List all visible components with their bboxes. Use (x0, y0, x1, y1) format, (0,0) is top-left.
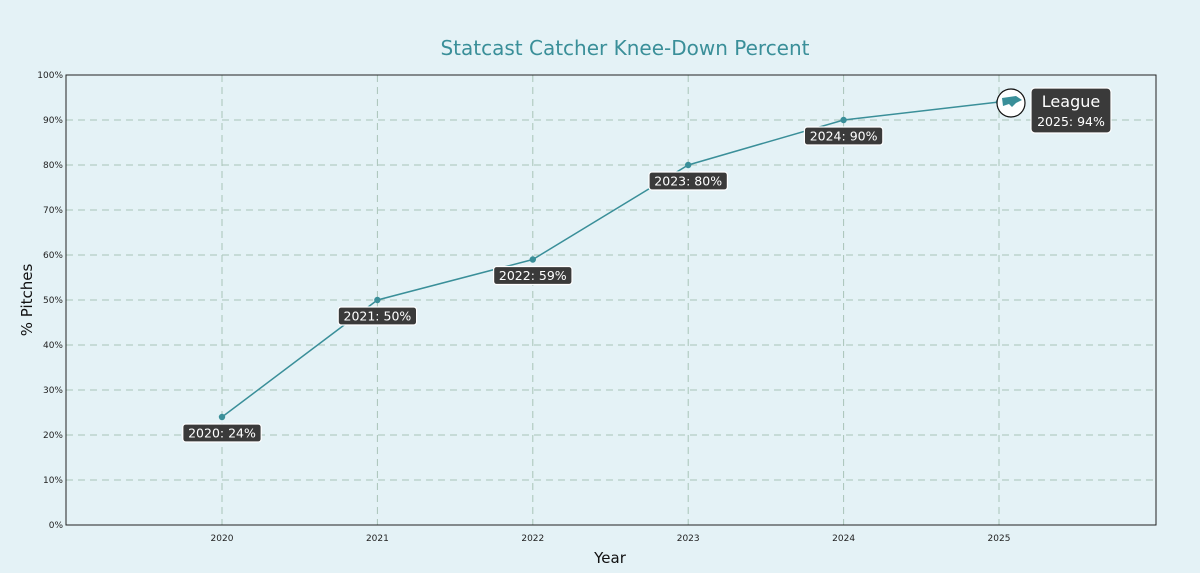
y-tick-label: 90% (43, 116, 63, 126)
grid (66, 75, 1156, 525)
x-axis-title: Year (593, 549, 627, 567)
data-point[interactable] (218, 413, 226, 421)
y-tick-label: 50% (43, 296, 63, 306)
y-tick-label: 100% (37, 71, 63, 81)
data-label-box (493, 265, 573, 286)
y-axis-title: % Pitches (18, 264, 36, 337)
data-label: 2021: 50% (344, 309, 412, 324)
series-line (221, 101, 1000, 418)
data-label-box (337, 306, 418, 326)
data-label: 2025: 94% (1037, 114, 1105, 129)
y-tick-label: 80% (43, 161, 63, 171)
data-point[interactable] (685, 161, 692, 169)
data-point[interactable] (529, 256, 536, 263)
data-point[interactable] (840, 116, 847, 124)
y-tick-label: 20% (43, 431, 63, 441)
data-label-box (648, 171, 729, 191)
plot-area (65, 74, 1157, 526)
y-axis-ticks: 0% 10% 20% 30% 40% 50% 60% 70% 80% 90% 100% (37, 71, 63, 531)
x-tick-label: 2025 (988, 534, 1011, 544)
data-label: 2023: 80% (654, 174, 722, 189)
data-labels: 2020: 24% 2021: 50% 2022: 59% 2023: 80% 2024… (182, 126, 884, 443)
data-label: 2020: 24% (188, 426, 256, 441)
data-label-box (803, 126, 884, 146)
data-label-box (182, 423, 262, 443)
series-league (218, 98, 1003, 421)
x-tick-label: 2020 (211, 534, 234, 544)
y-tick-label: 60% (43, 251, 63, 261)
series-end-label: League 2025: 94% (996, 87, 1112, 134)
x-tick-label: 2021 (366, 534, 389, 544)
series-logo-shape (1002, 96, 1022, 107)
y-tick-label: 70% (43, 206, 63, 216)
data-label: 2024: 90% (810, 129, 878, 144)
y-tick-label: 30% (43, 386, 63, 396)
y-tick-label: 0% (49, 521, 64, 531)
x-tick-label: 2023 (677, 534, 700, 544)
x-axis-ticks: 2020 2021 2022 2023 2024 2025 (211, 534, 1011, 544)
x-tick-label: 2024 (832, 534, 855, 544)
data-label: 2022: 59% (499, 268, 567, 283)
y-tick-label: 10% (43, 476, 63, 486)
data-point[interactable] (374, 296, 381, 304)
x-tick-label: 2022 (521, 534, 544, 544)
end-label-box (1030, 87, 1112, 134)
series-name-label: League (1042, 92, 1100, 111)
y-tick-label: 40% (43, 341, 63, 351)
chart-title: Statcast Catcher Knee-Down Percent (440, 36, 809, 60)
